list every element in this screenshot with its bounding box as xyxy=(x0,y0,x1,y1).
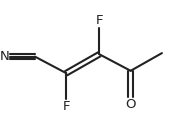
Text: F: F xyxy=(63,100,70,113)
Text: F: F xyxy=(96,14,103,27)
Text: N: N xyxy=(0,50,9,63)
Text: O: O xyxy=(125,98,136,111)
